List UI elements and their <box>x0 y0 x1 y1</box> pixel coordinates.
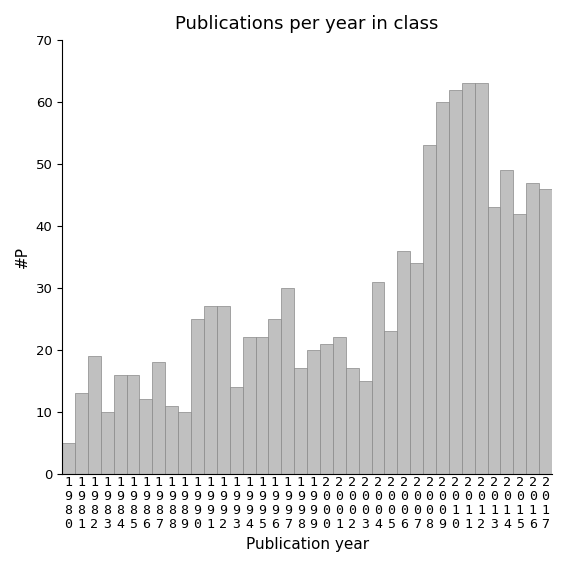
Title: Publications per year in class: Publications per year in class <box>175 15 439 33</box>
Bar <box>410 263 423 473</box>
Bar <box>153 362 165 473</box>
Bar <box>359 381 371 473</box>
Bar <box>217 306 230 473</box>
Bar <box>204 306 217 473</box>
Bar <box>475 83 488 473</box>
Bar <box>513 214 526 473</box>
Bar <box>501 170 513 473</box>
Bar <box>397 251 410 473</box>
X-axis label: Publication year: Publication year <box>246 537 369 552</box>
Bar <box>488 208 501 473</box>
Bar <box>243 337 256 473</box>
Bar <box>165 405 178 473</box>
Bar <box>88 356 101 473</box>
Bar <box>539 189 552 473</box>
Bar <box>384 331 397 473</box>
Bar <box>256 337 268 473</box>
Bar <box>268 319 281 473</box>
Bar <box>178 412 191 473</box>
Bar <box>462 83 475 473</box>
Bar <box>346 369 359 473</box>
Bar <box>371 282 384 473</box>
Bar <box>294 369 307 473</box>
Bar <box>114 375 126 473</box>
Bar <box>449 90 462 473</box>
Bar <box>75 393 88 473</box>
Bar <box>191 319 204 473</box>
Bar <box>333 337 346 473</box>
Bar <box>526 183 539 473</box>
Bar <box>230 387 243 473</box>
Bar <box>139 399 153 473</box>
Y-axis label: #P: #P <box>15 246 30 268</box>
Bar <box>436 102 449 473</box>
Bar <box>307 350 320 473</box>
Bar <box>101 412 114 473</box>
Bar <box>423 145 436 473</box>
Bar <box>320 344 333 473</box>
Bar <box>62 443 75 473</box>
Bar <box>281 288 294 473</box>
Bar <box>126 375 139 473</box>
